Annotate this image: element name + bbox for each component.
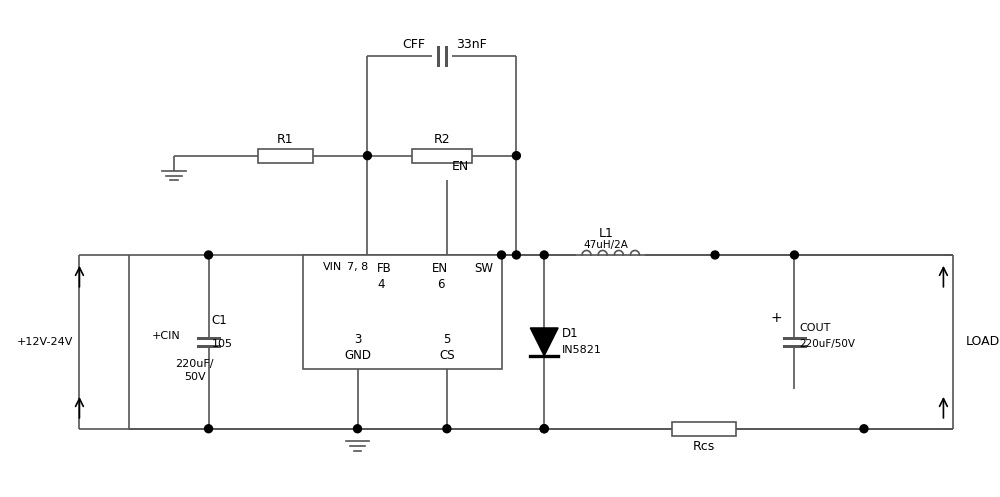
- Text: R1: R1: [277, 133, 294, 146]
- Text: +CIN: +CIN: [152, 331, 181, 341]
- Text: 47uH/2A: 47uH/2A: [583, 240, 628, 250]
- Circle shape: [512, 251, 520, 259]
- Text: CS: CS: [439, 349, 455, 362]
- Circle shape: [354, 425, 361, 433]
- Circle shape: [540, 425, 548, 433]
- Circle shape: [790, 251, 798, 259]
- Text: SW: SW: [475, 262, 494, 275]
- Text: 220uF/50V: 220uF/50V: [799, 339, 855, 349]
- Text: LOAD: LOAD: [966, 335, 1000, 348]
- Text: CFF: CFF: [403, 38, 426, 51]
- Text: 7, 8: 7, 8: [347, 262, 368, 272]
- Circle shape: [363, 152, 371, 160]
- Text: GND: GND: [344, 349, 371, 362]
- Circle shape: [512, 152, 520, 160]
- Text: VIN: VIN: [323, 262, 342, 272]
- Text: Rcs: Rcs: [693, 440, 715, 453]
- Bar: [303, 255, 502, 369]
- Text: +12V-24V: +12V-24V: [17, 337, 73, 347]
- Circle shape: [443, 425, 451, 433]
- Text: L1: L1: [598, 227, 613, 240]
- Circle shape: [205, 425, 213, 433]
- Text: 33nF: 33nF: [456, 38, 487, 51]
- Text: 3: 3: [354, 333, 361, 346]
- Bar: [258, 149, 313, 163]
- Polygon shape: [530, 328, 558, 356]
- Text: 220uF/: 220uF/: [175, 359, 214, 369]
- Circle shape: [205, 251, 213, 259]
- Text: D1: D1: [562, 328, 579, 340]
- Bar: [412, 149, 472, 163]
- Text: COUT: COUT: [799, 323, 831, 333]
- Text: 50V: 50V: [184, 372, 205, 382]
- Circle shape: [540, 425, 548, 433]
- Circle shape: [540, 251, 548, 259]
- Circle shape: [711, 251, 719, 259]
- Text: 105: 105: [212, 339, 233, 349]
- Text: +: +: [771, 311, 782, 325]
- Text: R2: R2: [434, 133, 450, 146]
- Circle shape: [498, 251, 505, 259]
- Text: 5: 5: [443, 333, 451, 346]
- Text: FB: FB: [377, 262, 392, 275]
- Text: C1: C1: [212, 314, 227, 327]
- Circle shape: [860, 425, 868, 433]
- Text: 4: 4: [377, 278, 385, 291]
- Bar: [672, 422, 736, 436]
- Text: EN: EN: [452, 160, 469, 173]
- Text: IN5821: IN5821: [562, 345, 602, 355]
- Text: 6: 6: [437, 278, 444, 291]
- Text: EN: EN: [432, 262, 448, 275]
